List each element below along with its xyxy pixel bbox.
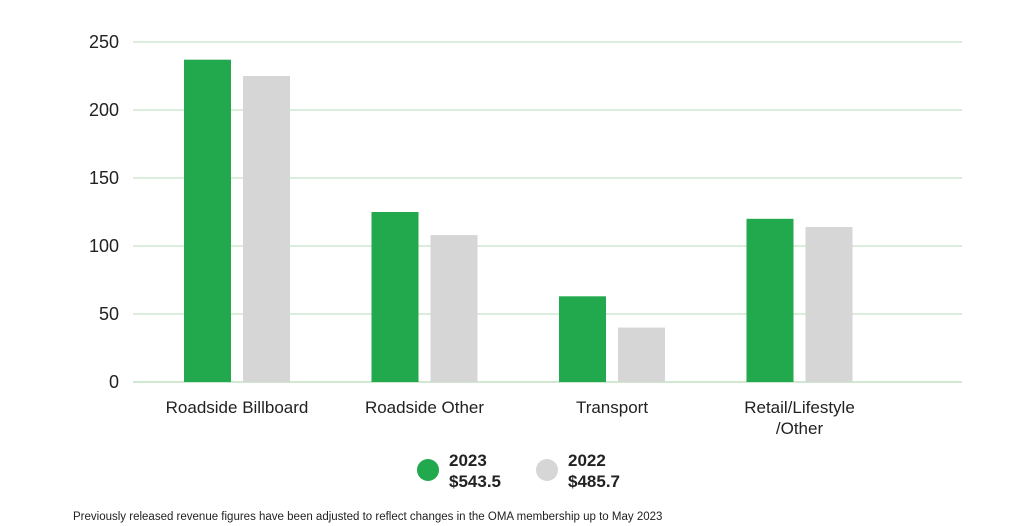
- legend-total-2023: $543.5: [449, 472, 501, 491]
- bar-2023-1: [371, 212, 419, 382]
- y-tick-label-150: 150: [89, 168, 119, 188]
- legend: 2023 $543.5 2022 $485.7: [417, 451, 620, 491]
- bar-2023-0: [184, 59, 231, 383]
- bar-2022-2: [618, 327, 665, 382]
- bar-2023-2: [559, 296, 606, 382]
- x-tick-label-1: Roadside Other: [365, 398, 484, 417]
- y-tick-label-0: 0: [109, 372, 119, 392]
- bar-2023-3: [746, 218, 794, 382]
- bars: [184, 59, 853, 383]
- legend-swatch-2022: [536, 459, 558, 481]
- bar-2022-3: [805, 226, 853, 382]
- legend-total-2022: $485.7: [568, 472, 620, 491]
- y-tick-label-100: 100: [89, 236, 119, 256]
- legend-item-2023: 2023 $543.5: [417, 451, 501, 491]
- bar-2022-1: [430, 235, 478, 382]
- x-axis-ticks: Roadside Billboard Roadside Other Transpor…: [166, 398, 855, 438]
- y-tick-label-250: 250: [89, 32, 119, 52]
- x-tick-label-2: Transport: [576, 398, 648, 417]
- legend-swatch-2023: [417, 459, 439, 481]
- footnote: Previously released revenue figures have…: [73, 511, 663, 523]
- x-tick-label-0: Roadside Billboard: [166, 398, 309, 417]
- y-axis-ticks: 0 50 100 150 200 250: [89, 32, 119, 392]
- bar-2022-0: [243, 76, 290, 382]
- legend-item-2022: 2022 $485.7: [536, 451, 620, 491]
- y-tick-label-200: 200: [89, 100, 119, 120]
- x-tick-label-3: Retail/Lifestyle/Other: [744, 398, 855, 438]
- legend-label-2022: 2022: [568, 451, 606, 470]
- legend-label-2023: 2023: [449, 451, 487, 470]
- y-tick-label-50: 50: [99, 304, 119, 324]
